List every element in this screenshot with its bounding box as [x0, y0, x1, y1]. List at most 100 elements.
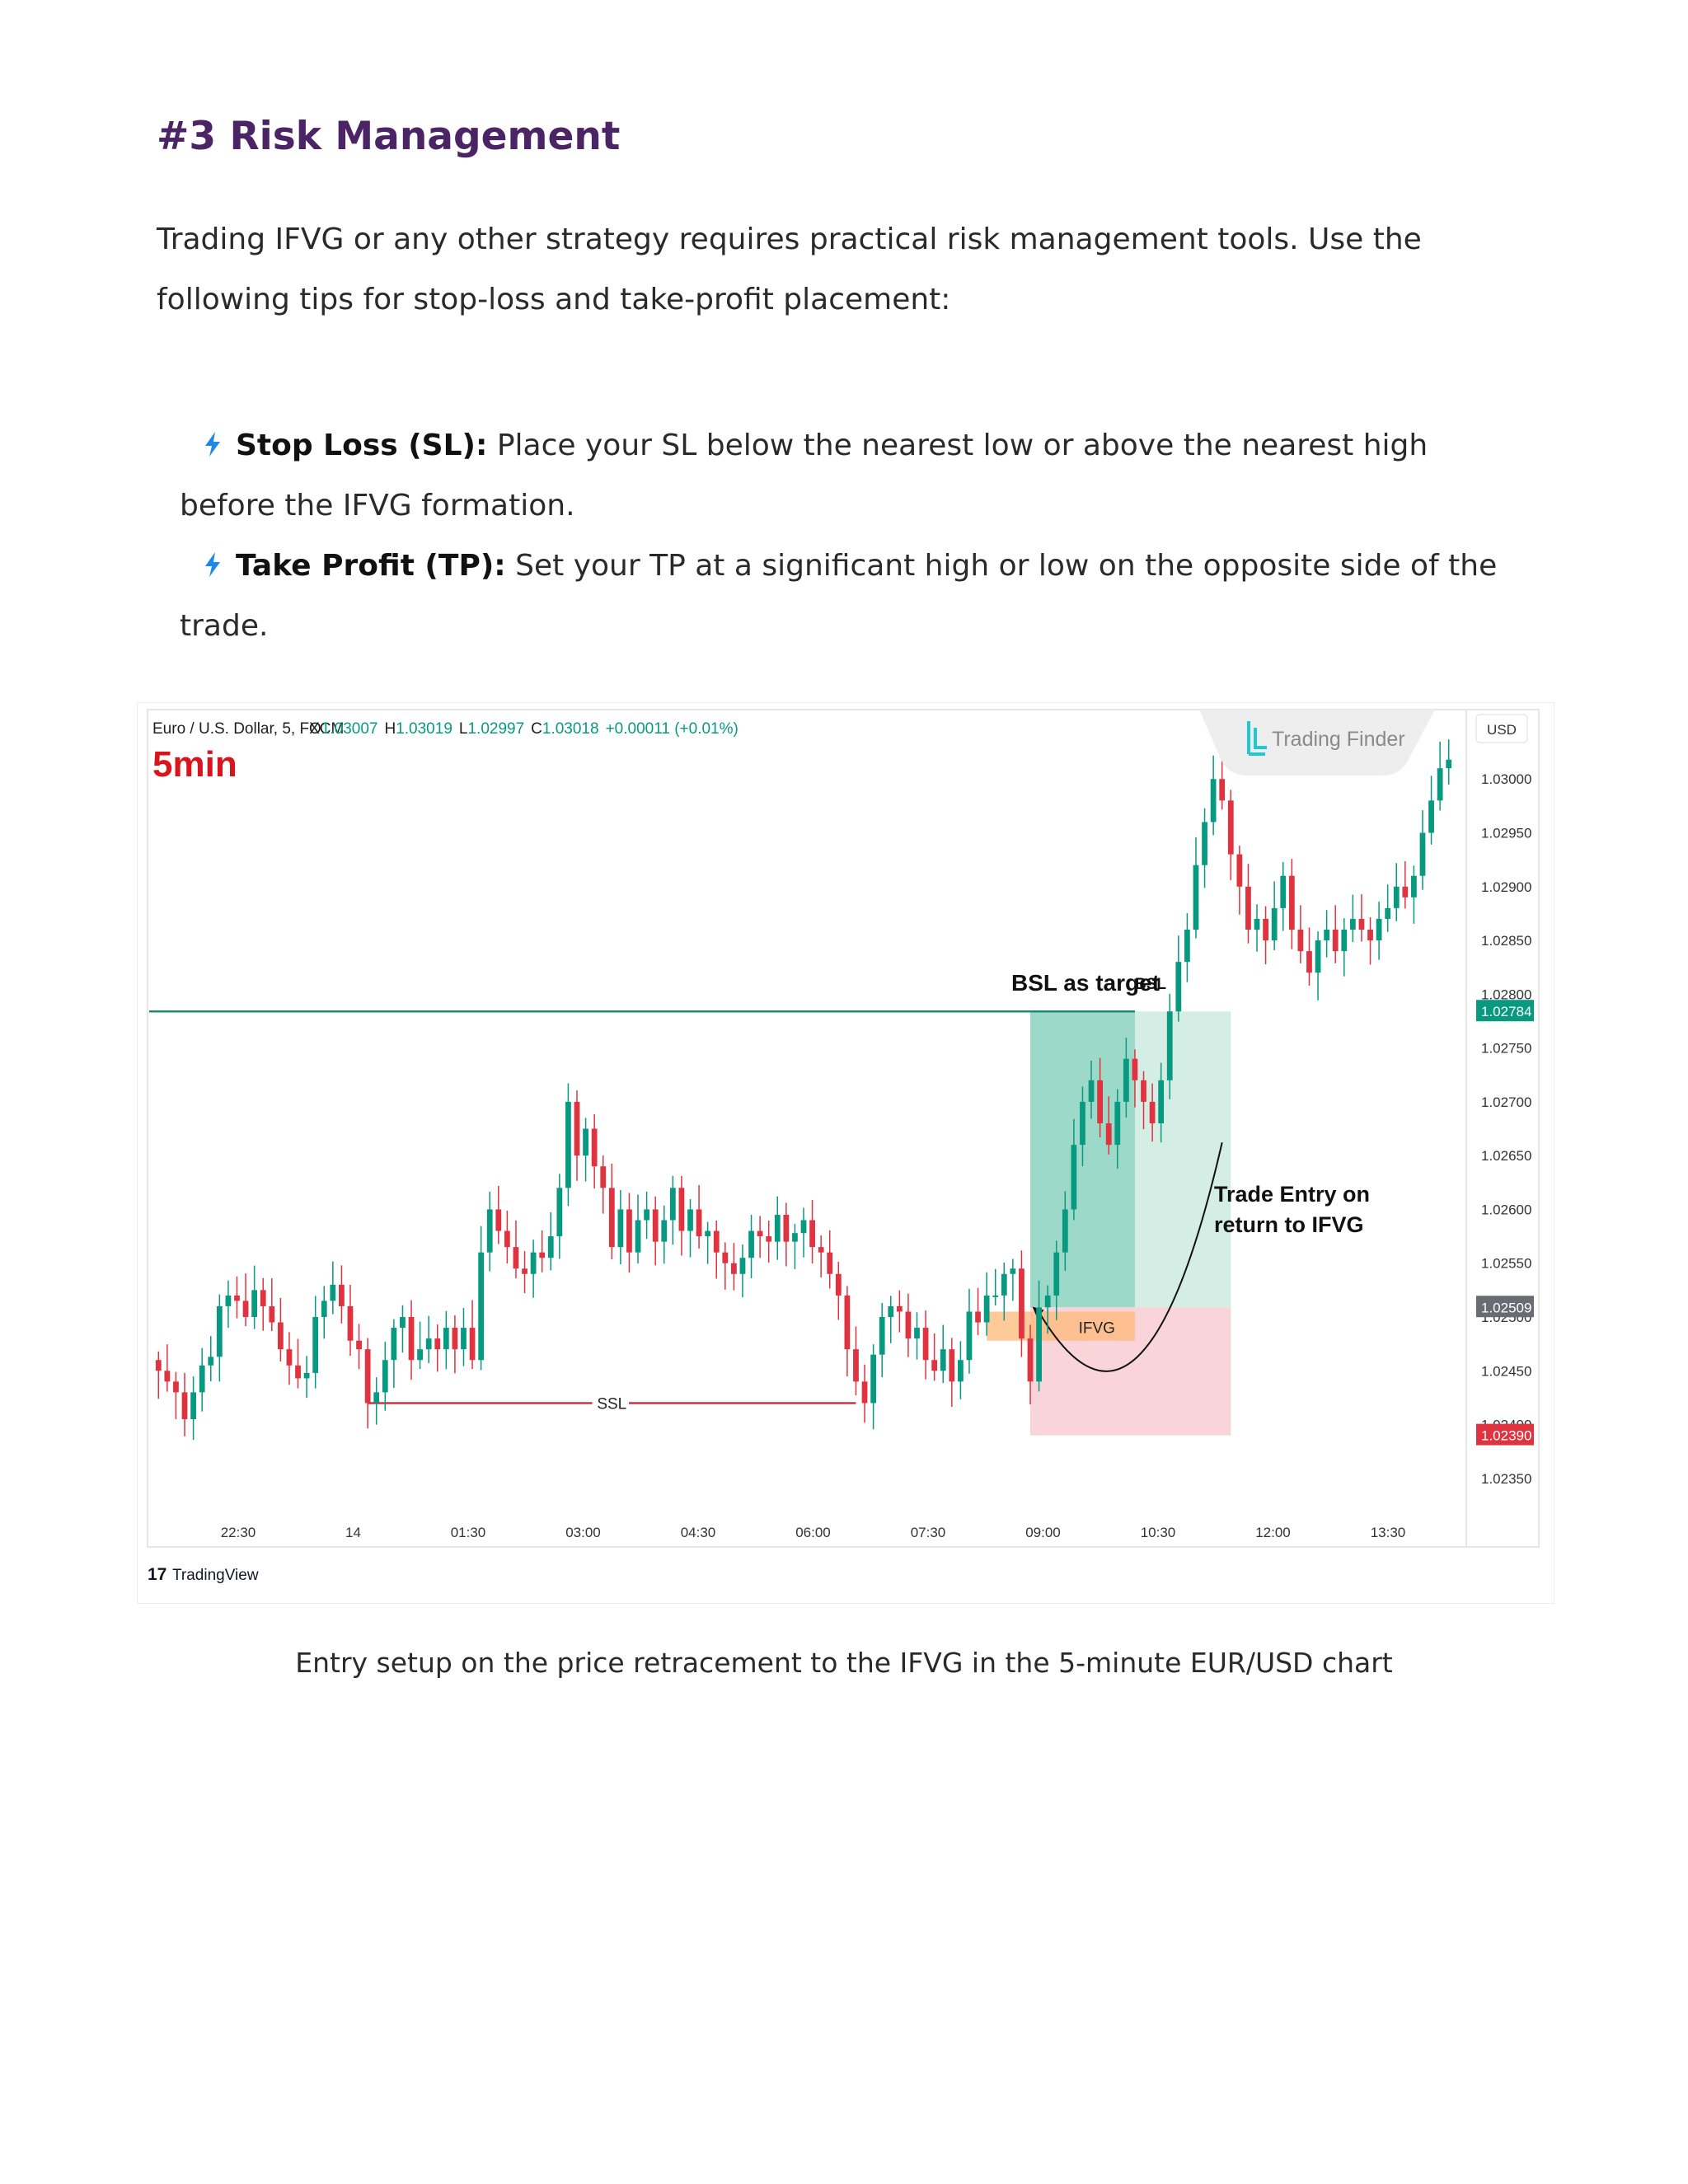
tip-label: Take Profit (TP): [236, 549, 506, 583]
candle-body [522, 1268, 528, 1274]
candle-body [208, 1357, 214, 1366]
price-badge [1476, 1423, 1534, 1446]
bsl-label: BSL [1135, 976, 1166, 993]
candle-body [1132, 1058, 1138, 1080]
candle-body [1315, 940, 1321, 973]
candle-body [1193, 865, 1199, 930]
y-tick-label: 1.02850 [1481, 933, 1531, 949]
candle-body [1254, 918, 1260, 930]
candle-body [452, 1328, 458, 1350]
candle-body [1088, 1080, 1095, 1102]
currency-label: USD [1487, 722, 1517, 738]
x-tick-label: 22:30 [221, 1525, 256, 1540]
x-tick-label: 04:30 [681, 1525, 716, 1540]
tip-stop-loss: Stop Loss (SL): Place your SL below the … [180, 415, 1515, 536]
candle-body [164, 1371, 171, 1382]
lightning-bolt-icon [203, 552, 223, 577]
candle-body [931, 1360, 938, 1371]
take-profit-zone [1030, 1011, 1231, 1308]
candle-body [705, 1230, 711, 1237]
candle-body [861, 1381, 868, 1404]
candle-body [539, 1252, 546, 1258]
tip-label: Stop Loss (SL): [236, 429, 488, 462]
y-tick-label: 1.02450 [1481, 1363, 1531, 1379]
watermark-badge [1199, 710, 1435, 776]
candle-body [757, 1230, 763, 1237]
high-label: H [384, 720, 396, 738]
candle-body [443, 1328, 449, 1350]
candle-body [469, 1328, 476, 1361]
x-tick-label: 12:00 [1255, 1525, 1291, 1540]
candle-body [635, 1220, 641, 1253]
candle-body [940, 1349, 946, 1371]
candle-body [1123, 1058, 1129, 1102]
candle-body [1071, 1145, 1077, 1210]
x-tick-label: 13:30 [1371, 1525, 1406, 1540]
figure-caption: Entry setup on the price retracement to … [295, 1647, 1393, 1679]
candle-body [461, 1328, 467, 1350]
candle-body [513, 1247, 519, 1269]
watermark-text: Trading Finder [1272, 728, 1405, 751]
candle-body [870, 1354, 877, 1404]
intro-paragraph: Trading IFVG or any other strategy requi… [157, 223, 1422, 316]
candle-body [303, 1372, 310, 1379]
timeframe-label: 5min [152, 744, 237, 785]
candle-body [434, 1338, 441, 1350]
candle-body [425, 1338, 432, 1350]
candle-body [1158, 1080, 1165, 1123]
candle-body [356, 1340, 362, 1350]
tips-list: Stop Loss (SL): Place your SL below the … [180, 415, 1515, 656]
candle-body [896, 1305, 903, 1312]
candle-body [687, 1209, 693, 1231]
candle-body [739, 1258, 746, 1274]
candle-body [983, 1295, 990, 1323]
y-tick-label: 1.02600 [1481, 1202, 1531, 1217]
tip-text: Place your SL below the nearest low or a… [180, 429, 1428, 523]
close-label: C [531, 720, 542, 738]
candle-body [565, 1101, 571, 1188]
y-tick-label: 1.02350 [1481, 1471, 1531, 1487]
candle-body [1437, 768, 1443, 801]
candle-body [1027, 1338, 1034, 1382]
candle-body [1080, 1101, 1085, 1146]
trading-finder-logo-icon [1247, 721, 1267, 756]
candle-body [766, 1236, 772, 1242]
candle-body [234, 1295, 240, 1301]
ohlc-readout: O1.03007 H1.03019 L1.02997 C1.03018 +0.00011… [309, 720, 738, 738]
candle-body [783, 1214, 790, 1242]
candle-body [748, 1230, 754, 1258]
currency-box[interactable] [1475, 714, 1528, 743]
candle-body [1019, 1268, 1025, 1339]
candle-body [364, 1349, 371, 1404]
entry-annotation-line2: return to IFVG [1214, 1212, 1364, 1237]
candle-body [774, 1214, 781, 1242]
candle-body [914, 1328, 920, 1339]
candle-body [713, 1230, 720, 1253]
candle-body [591, 1128, 598, 1167]
candle-body [722, 1252, 729, 1263]
candle-body [1288, 875, 1295, 930]
tip-take-profit: Take Profit (TP): Set your TP at a signi… [180, 536, 1515, 656]
candle-body [408, 1317, 415, 1361]
candle-body [495, 1209, 502, 1231]
y-tick-label: 1.02700 [1481, 1094, 1531, 1110]
candle-body [269, 1305, 275, 1323]
plot-area [147, 709, 1540, 1548]
candle-body [1341, 930, 1348, 952]
candle-body [1175, 962, 1182, 1012]
price-badge-label: 1.02390 [1481, 1428, 1531, 1444]
candle-body [530, 1252, 537, 1274]
candle-body [1376, 918, 1382, 941]
lightning-bolt-icon [203, 432, 223, 457]
candle-body [1010, 1268, 1016, 1274]
candle-body [1210, 779, 1217, 823]
candle-body [879, 1317, 885, 1355]
x-tick-label: 01:30 [451, 1525, 486, 1540]
candle-body [1166, 1011, 1173, 1080]
candle-body [1446, 759, 1452, 769]
open-value: 1.03007 [321, 720, 378, 738]
candle-body [1280, 875, 1287, 908]
price-badge-label: 1.02509 [1481, 1300, 1531, 1315]
ssl-label: SSL [597, 1395, 626, 1413]
candle-body [853, 1349, 859, 1382]
